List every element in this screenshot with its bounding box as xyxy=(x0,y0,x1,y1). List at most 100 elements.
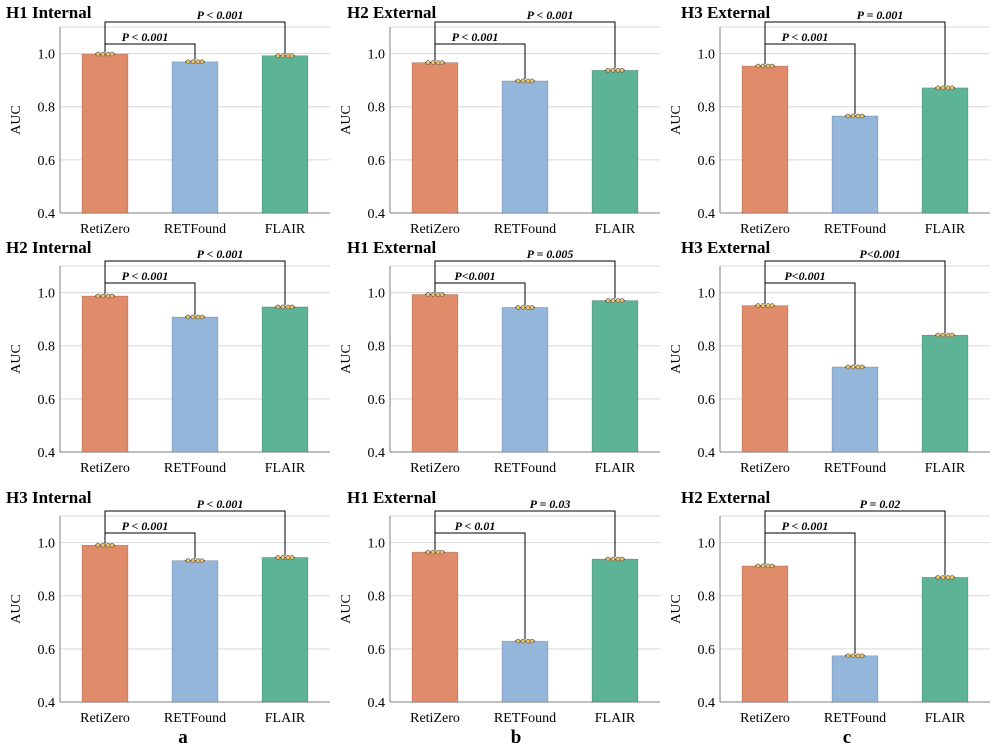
data-point xyxy=(765,563,771,569)
data-point xyxy=(615,556,621,562)
data-point xyxy=(525,305,531,310)
y-tick-label: 0.8 xyxy=(38,101,56,116)
data-point xyxy=(769,303,775,308)
p-value-label: P<0.001 xyxy=(859,247,900,261)
data-point xyxy=(845,364,851,370)
y-tick-label: 0.6 xyxy=(38,393,56,408)
data-point xyxy=(610,68,616,73)
p-value-label: P < 0.001 xyxy=(782,30,829,44)
data-point xyxy=(935,575,941,580)
x-tick-label: RetiZero xyxy=(410,461,460,476)
data-point xyxy=(109,293,115,299)
data-point xyxy=(425,60,431,65)
data-point xyxy=(289,304,295,310)
data-point xyxy=(769,63,775,69)
column-label-c: c xyxy=(843,727,851,748)
data-point xyxy=(435,292,441,297)
y-tick-label: 1.0 xyxy=(368,48,386,63)
data-point xyxy=(769,563,775,569)
x-tick-label: RetiZero xyxy=(410,222,460,237)
y-tick-label: 1.0 xyxy=(38,48,56,63)
data-point xyxy=(439,60,445,65)
y-tick-label: 1.0 xyxy=(38,537,56,552)
chart-title: H3 External xyxy=(681,238,771,257)
bar-flair xyxy=(591,558,639,703)
p-value-label: P < 0.001 xyxy=(527,8,574,22)
x-tick-label: FLAIR xyxy=(595,461,636,476)
data-point xyxy=(435,60,441,65)
p-value-label: P < 0.001 xyxy=(197,497,244,511)
x-tick-label: RetiZero xyxy=(740,222,790,237)
data-point xyxy=(109,542,115,548)
data-point xyxy=(425,549,431,555)
bar-retfound xyxy=(171,560,219,703)
x-tick-label: RetiZero xyxy=(80,461,130,476)
chart-title: H3 External xyxy=(681,3,771,22)
data-point xyxy=(439,292,445,297)
y-tick-label: 0.4 xyxy=(368,207,386,222)
data-point xyxy=(199,558,205,563)
data-point xyxy=(520,305,526,310)
data-point xyxy=(619,68,625,73)
p-value-label: P < 0.001 xyxy=(122,30,169,44)
chart-panel: H3 External 0.4 0.6 0.8 1.0 AUC RetiZero RETFou… xyxy=(669,238,990,476)
y-tick-label: 0.4 xyxy=(38,446,56,461)
data-point xyxy=(195,59,201,65)
x-tick-label: FLAIR xyxy=(265,461,306,476)
y-axis-label: AUC xyxy=(9,344,24,374)
y-tick-label: 0.6 xyxy=(698,154,716,169)
data-point xyxy=(859,113,865,119)
data-point xyxy=(945,332,951,338)
p-value-label: P = 0.005 xyxy=(527,247,574,261)
chart-title: H2 Internal xyxy=(6,238,92,257)
data-point xyxy=(95,51,101,57)
data-point xyxy=(845,113,851,119)
data-point xyxy=(845,653,851,659)
significance-bracket xyxy=(104,21,286,54)
data-point xyxy=(185,558,191,563)
data-point xyxy=(755,303,761,308)
data-point xyxy=(275,555,281,560)
bar-retizero xyxy=(81,53,129,214)
x-tick-label: RetiZero xyxy=(740,461,790,476)
x-tick-label: FLAIR xyxy=(595,711,636,726)
panels: H1 Internal 0.4 0.6 0.8 1.0 AUC RetiZero RETFou… xyxy=(6,3,990,726)
data-point xyxy=(610,556,616,562)
y-tick-label: 0.6 xyxy=(38,154,56,169)
y-tick-label: 0.8 xyxy=(38,590,56,605)
y-tick-label: 1.0 xyxy=(698,537,716,552)
y-tick-label: 0.4 xyxy=(368,696,386,711)
bar-retfound xyxy=(501,307,549,453)
y-tick-label: 0.4 xyxy=(368,446,386,461)
y-tick-label: 0.4 xyxy=(38,696,56,711)
chart-panel: H1 External 0.4 0.6 0.8 1.0 AUC RetiZero RETFou… xyxy=(339,238,660,476)
data-point xyxy=(185,314,191,320)
data-point xyxy=(289,555,295,560)
data-point xyxy=(945,575,951,580)
x-tick-label: RETFound xyxy=(494,222,556,237)
y-tick-label: 0.6 xyxy=(368,643,386,658)
data-point xyxy=(190,558,196,563)
bar-retizero xyxy=(81,544,129,703)
data-point xyxy=(605,556,611,562)
data-point xyxy=(619,298,625,303)
p-value-label: P < 0.001 xyxy=(782,519,829,533)
bar-retizero xyxy=(411,294,459,453)
data-point xyxy=(525,78,531,84)
bar-flair xyxy=(921,87,969,214)
chart-panel: H2 Internal 0.4 0.6 0.8 1.0 AUC RetiZero RETFou… xyxy=(6,238,330,476)
x-tick-label: FLAIR xyxy=(265,711,306,726)
chart-title: H2 External xyxy=(347,3,437,22)
x-tick-label: RETFound xyxy=(494,711,556,726)
data-point xyxy=(859,364,865,370)
data-point xyxy=(850,113,856,119)
data-point xyxy=(525,638,531,644)
data-point xyxy=(435,549,441,555)
significance-bracket xyxy=(764,510,946,576)
data-point xyxy=(199,59,205,65)
data-point xyxy=(615,68,621,73)
data-point xyxy=(515,305,521,310)
data-point xyxy=(755,63,761,69)
p-value-label: P<0.001 xyxy=(784,269,825,283)
data-point xyxy=(850,653,856,659)
